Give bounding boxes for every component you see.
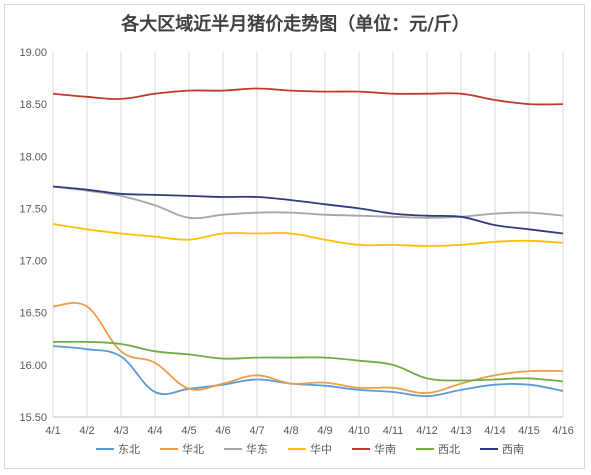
legend-label: 华北: [182, 442, 204, 456]
legend-label: 西南: [502, 443, 524, 456]
chart-frame: [4, 4, 585, 469]
x-tick-label: 4/9: [317, 425, 332, 437]
x-tick-label: 4/5: [181, 425, 196, 437]
x-tick-label: 4/16: [552, 425, 573, 437]
x-tick-label: 4/10: [348, 425, 369, 437]
x-tick-label: 4/4: [147, 425, 162, 437]
legend-label: 华东: [246, 442, 268, 456]
series-line-华南: [52, 87, 564, 106]
x-tick-label: 4/15: [518, 425, 539, 437]
x-tick-label: 4/3: [113, 425, 128, 437]
y-tick-label: 16.00: [19, 360, 47, 372]
x-tick-label: 4/7: [249, 425, 264, 437]
x-tick-label: 4/11: [383, 425, 404, 437]
series-line-西北: [52, 340, 564, 383]
series-line-华北: [52, 302, 564, 394]
y-tick-label: 15.50: [19, 412, 47, 424]
legend: 东北 华北 华东 华中 华南 西北 西南: [96, 442, 524, 456]
series-lines: [52, 87, 564, 398]
series-line-西南: [52, 185, 564, 235]
legend-label: 华南: [374, 442, 396, 456]
x-tick-label: 4/2: [79, 425, 94, 437]
y-tick-label: 16.50: [19, 308, 47, 320]
x-tick-label: 4/12: [416, 425, 437, 437]
y-tick-label: 17.50: [19, 203, 47, 215]
x-tick-label: 4/1: [45, 425, 60, 437]
chart-title: 各大区域近半月猪价走势图（单位：元/斤）: [121, 14, 470, 35]
series-line-东北: [52, 345, 564, 398]
x-axis-ticks: 4/1 4/2 4/3 4/4 4/5 4/6 4/7 4/8 4/9 4/10 4/11 4/12 4…: [45, 425, 573, 437]
series-line-华中: [52, 223, 564, 247]
x-tick-label: 4/14: [484, 425, 505, 437]
vertical-grid: [52, 52, 564, 418]
y-tick-label: 19.00: [19, 47, 47, 59]
y-tick-label: 18.00: [19, 151, 47, 163]
x-tick-label: 4/13: [450, 425, 471, 437]
legend-label: 西北: [438, 443, 460, 456]
y-axis-ticks: 15.50 16.00 16.50 17.00 17.50 18.00 18.50 19.00: [19, 47, 47, 424]
series-line-华东: [52, 185, 564, 220]
y-tick-label: 17.00: [19, 256, 47, 268]
x-tick-label: 4/8: [283, 425, 298, 437]
y-tick-label: 18.50: [19, 99, 47, 111]
legend-label: 华中: [310, 442, 332, 456]
legend-label: 东北: [118, 443, 140, 456]
x-tick-label: 4/6: [215, 425, 230, 437]
